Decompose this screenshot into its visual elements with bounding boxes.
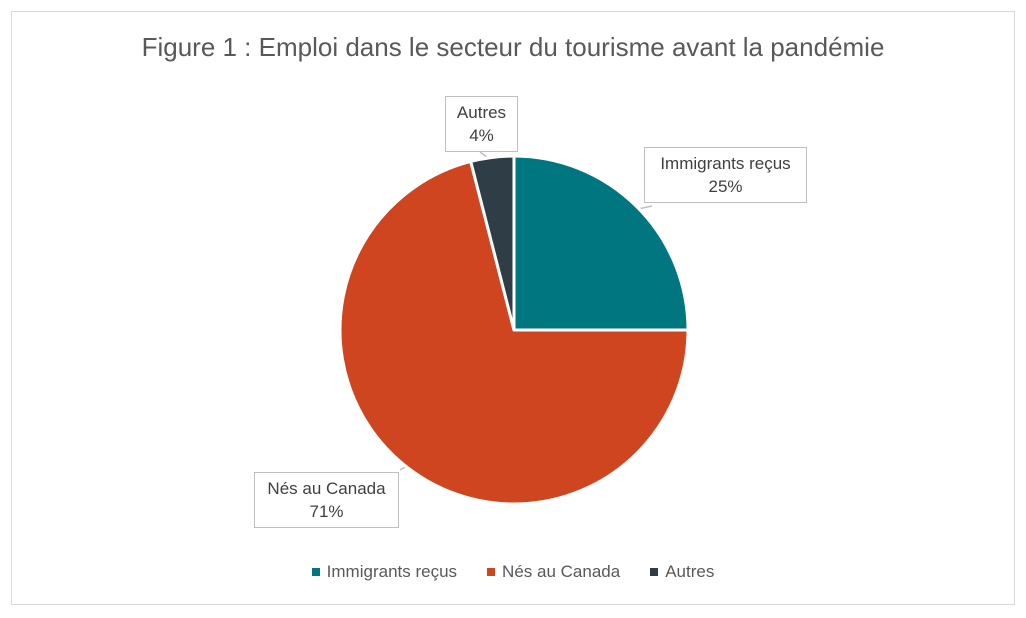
data-label-nes-au-canada: Nés au Canada 71% [254,472,399,528]
legend: Immigrants reçus Nés au Canada Autres [0,562,1026,582]
legend-item-nes-au-canada: Nés au Canada [487,562,620,582]
data-label-name: Autres [456,103,507,122]
legend-item-autres: Autres [650,562,714,582]
chart-title: Figure 1 : Emploi dans le secteur du tou… [141,32,885,62]
data-label-value: 25% [708,177,743,196]
legend-label: Nés au Canada [502,562,621,581]
legend-item-immigrants: Immigrants reçus [311,562,458,582]
data-label-name: Nés au Canada [267,479,386,498]
legend-swatch [487,568,496,576]
data-label-immigrants: Immigrants reçus 25% [644,147,807,203]
pie-slice-immigrants [512,154,690,332]
data-label-name: Immigrants reçus [660,154,791,173]
legend-swatch [650,568,659,576]
legend-label: Autres [665,562,715,581]
legend-swatch [311,568,320,576]
data-label-value: 71% [309,502,344,521]
pie-slice-nes-au-canada [338,159,690,506]
pie-slice-autres [469,154,516,332]
data-label-autres: Autres 4% [445,96,518,152]
legend-label: Immigrants reçus [326,562,458,581]
pie-slices [338,154,690,506]
data-label-value: 4% [469,126,494,145]
